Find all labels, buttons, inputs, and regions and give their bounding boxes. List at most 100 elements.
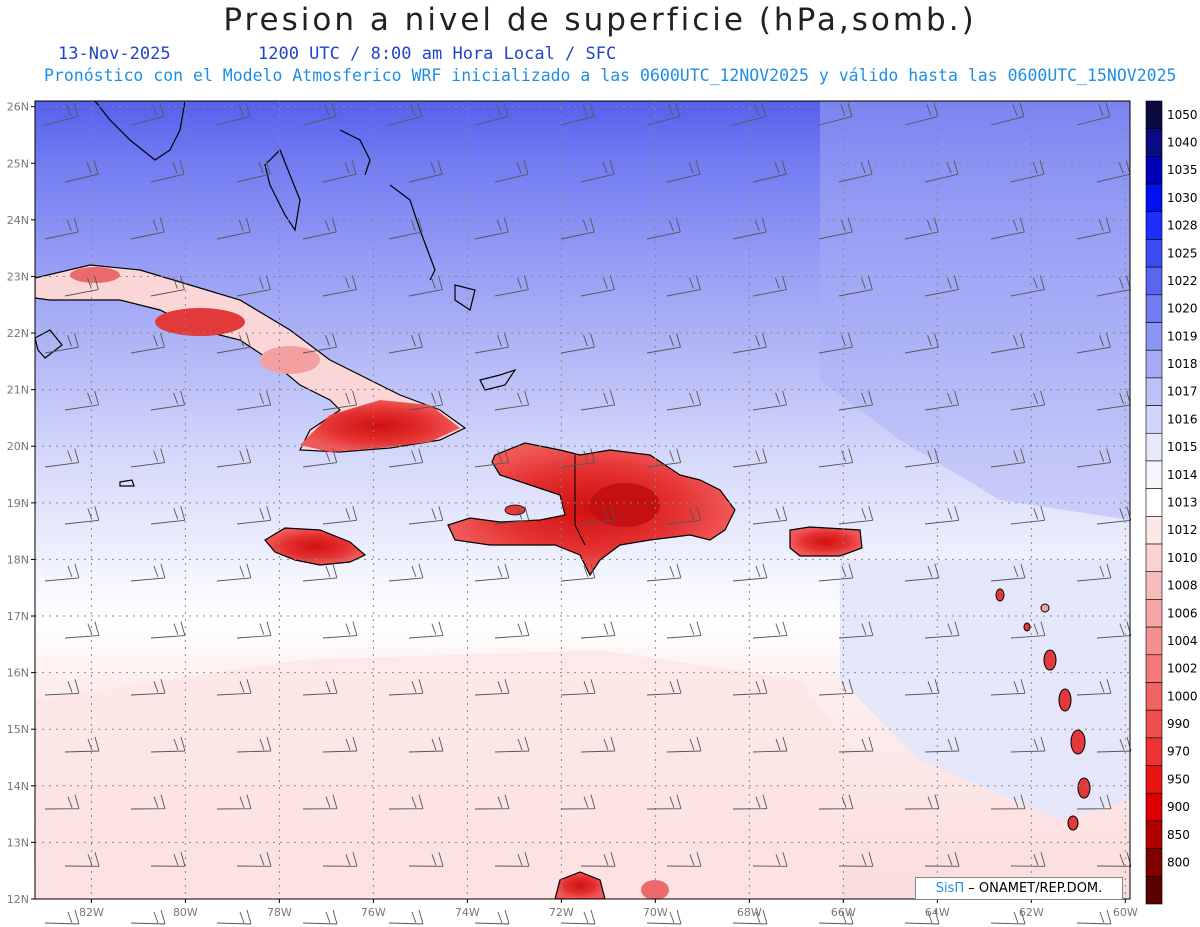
wind-barbs [44, 102, 1132, 925]
wind-barb [236, 275, 271, 297]
wind-barb [560, 102, 595, 126]
wind-barb [64, 160, 99, 183]
colorbar-swatch [1145, 100, 1163, 129]
colorbar-swatch [1145, 682, 1163, 711]
lon-label: 70W [643, 906, 668, 919]
wind-barb [904, 794, 940, 810]
wind-barb [560, 679, 596, 696]
wind-barb [216, 448, 252, 468]
colorbar-label: 1014 [1167, 468, 1198, 482]
wind-barb [322, 736, 358, 753]
colorbar-swatch [1145, 737, 1163, 766]
wind-barb [646, 794, 682, 810]
wind-barb [236, 390, 272, 411]
wind-barb [130, 909, 166, 925]
wind-barb [474, 448, 510, 468]
wind-barb [44, 217, 79, 240]
colorbar-swatch [1145, 599, 1163, 628]
wind-barb [474, 679, 510, 696]
colorbar-label: 1013 [1167, 496, 1198, 510]
wind-barb [1010, 621, 1046, 639]
colorbar-label: 1008 [1167, 579, 1198, 593]
wind-barb [150, 506, 186, 525]
wind-barb [216, 563, 252, 582]
colorbar-swatch [1145, 876, 1163, 905]
wind-barb [990, 563, 1026, 582]
colorbar-label: 1035 [1167, 163, 1198, 177]
lon-label: 80W [173, 906, 198, 919]
wind-barb [388, 448, 424, 468]
colorbar-label: 1018 [1167, 357, 1198, 371]
colorbar-swatch [1145, 349, 1163, 379]
wind-barb [560, 909, 596, 925]
wind-barb [838, 736, 874, 753]
wind-barb [44, 563, 80, 582]
wind-barb [1076, 448, 1112, 468]
wind-barb [130, 102, 165, 126]
wind-barb [216, 102, 251, 126]
wind-barb [44, 448, 80, 468]
wind-barb [44, 794, 80, 810]
colorbar-label: 1000 [1167, 689, 1198, 703]
wind-barb [44, 102, 79, 126]
wind-barb [1010, 390, 1046, 411]
wind-barb [1010, 160, 1045, 183]
wind-barb [838, 275, 873, 297]
lon-label: 76W [361, 906, 386, 919]
wind-barb [560, 217, 595, 240]
wind-barb [990, 794, 1026, 810]
wind-barb [752, 621, 788, 639]
colorbar-swatch [1145, 405, 1163, 434]
wind-barb [732, 563, 768, 582]
lat-label: 12N [7, 893, 29, 906]
colorbar-label: 1020 [1167, 302, 1198, 316]
wind-barb [732, 333, 767, 354]
lat-label: 19N [7, 497, 29, 510]
colorbar-label: 850 [1167, 828, 1190, 842]
wind-barb [818, 217, 853, 240]
wind-barb [580, 390, 616, 411]
lat-label: 17N [7, 610, 29, 623]
wind-barb [236, 736, 272, 753]
wind-barb [752, 390, 788, 411]
wind-barb [236, 621, 272, 639]
wind-barb [44, 333, 79, 354]
lat-label: 14N [7, 780, 29, 793]
wind-barb [216, 679, 252, 696]
wind-barb [904, 102, 939, 126]
wind-barb [732, 679, 768, 696]
cuba-landmass [35, 264, 467, 453]
wind-barb [408, 621, 444, 639]
colorbar-label: 1015 [1167, 440, 1198, 454]
credit-box: SisΠ – ONAMET/REP.DOM. [915, 877, 1123, 900]
puerto-rico-landmass [789, 526, 863, 557]
wind-barb [130, 448, 166, 468]
wind-barb [1010, 275, 1045, 297]
wind-barb [494, 275, 529, 297]
colorbar-swatch [1145, 543, 1163, 573]
colorbar-label: 1022 [1167, 274, 1198, 288]
wind-barb [904, 217, 939, 240]
wind-barb [494, 852, 530, 867]
colorbar-swatch [1145, 239, 1163, 268]
wind-barb [1076, 333, 1111, 354]
wind-barb [646, 217, 681, 240]
wind-barb [302, 333, 337, 354]
colorbar-label: 990 [1167, 717, 1190, 731]
lat-label: 21N [7, 384, 29, 397]
colorbar-swatch [1145, 792, 1163, 822]
wind-barb [580, 160, 615, 183]
wind-barb [666, 390, 702, 411]
wind-barb [580, 736, 616, 753]
wind-barb [1076, 794, 1112, 810]
wind-barb [302, 217, 337, 240]
wind-barb [732, 794, 768, 810]
colorbar-label: 1017 [1167, 385, 1198, 399]
wind-barb [1076, 909, 1112, 925]
colorbar-swatch [1145, 377, 1163, 406]
wind-barb [904, 679, 940, 696]
wind-barb [666, 736, 702, 753]
colorbar-label: 800 [1167, 855, 1190, 869]
wind-barb [408, 160, 443, 183]
lon-label: 66W [831, 906, 856, 919]
